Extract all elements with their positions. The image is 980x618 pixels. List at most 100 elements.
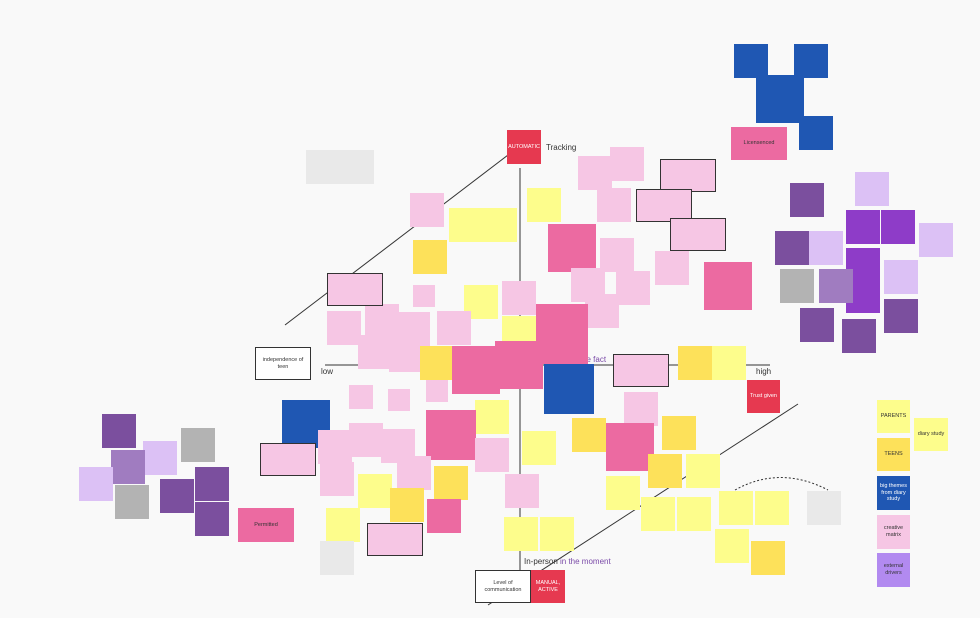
sticky-note: [449, 208, 483, 242]
sticky-note: [358, 335, 392, 369]
sticky-note: [181, 428, 215, 462]
sticky-note: [677, 497, 711, 531]
sticky-note: [751, 541, 785, 575]
sticky-note: [660, 159, 716, 192]
legend-note: big themes from diary study: [877, 476, 910, 510]
sticky-note: [505, 474, 539, 508]
sticky-note: [600, 238, 634, 272]
sticky-note: [320, 541, 354, 575]
sticky-note: [483, 208, 517, 242]
sticky-note: [327, 273, 383, 306]
label-box: independence of teen: [255, 347, 311, 380]
sticky-note: [842, 319, 876, 353]
sticky-note: [794, 44, 828, 78]
sticky-note: [522, 431, 556, 465]
sticky-note: [884, 260, 918, 294]
sticky-note: [807, 491, 841, 525]
sticky-note: [102, 414, 136, 448]
sticky-note: [597, 188, 631, 222]
sticky-note: [734, 44, 768, 78]
axis-label: in the moment: [560, 557, 611, 566]
legend-note: PARENTS: [877, 400, 910, 433]
sticky-note: [719, 491, 753, 525]
sticky-note: [641, 497, 675, 531]
sticky-note: [367, 523, 423, 556]
sticky-note: [306, 150, 340, 184]
sticky-note: [572, 418, 606, 452]
sticky-note: [195, 467, 229, 501]
sticky-note: [318, 430, 352, 464]
sticky-note: [527, 188, 561, 222]
sticky-note: [780, 269, 814, 303]
legend-note: creative matrix: [877, 515, 910, 549]
sticky-note: [799, 116, 833, 150]
sticky-note: [426, 380, 448, 402]
sticky-note: [715, 529, 749, 563]
sticky-note: [326, 508, 360, 542]
sticky-note: [670, 218, 726, 251]
sticky-note: [884, 299, 918, 333]
axis-label: In-person: [524, 557, 558, 566]
sticky-note: [536, 304, 588, 364]
sticky-note: [775, 231, 809, 265]
sticky-note: [452, 346, 500, 394]
sticky-note: [160, 479, 194, 513]
sticky-note: [548, 224, 596, 272]
sticky-note: [613, 354, 669, 387]
sticky-note: [365, 304, 399, 338]
sticky-note: [919, 223, 953, 257]
sticky-note: [686, 454, 720, 488]
sticky-note: [349, 423, 383, 457]
sticky-note: [624, 392, 658, 426]
sticky-note: [502, 281, 536, 315]
axis-label: Tracking: [546, 143, 577, 152]
legend-note: TEENS: [877, 438, 910, 471]
sticky-note: [636, 189, 692, 222]
sticky-note: [790, 183, 824, 217]
sticky-note: [410, 193, 444, 227]
legend-note: diary study: [914, 418, 948, 451]
sticky-note: [79, 467, 113, 501]
sticky-note: [540, 517, 574, 551]
sticky-note: [475, 438, 509, 472]
sticky-note: [413, 285, 435, 307]
sticky-note: [846, 210, 880, 244]
sticky-note: [427, 499, 461, 533]
sticky-note: [390, 488, 424, 522]
sticky-note: [504, 517, 538, 551]
sticky-note: AUTOMATIC: [507, 130, 541, 164]
label-box: Level of communication: [475, 570, 531, 603]
sticky-note: [585, 294, 619, 328]
sticky-note: [662, 416, 696, 450]
sticky-note: [855, 172, 889, 206]
sticky-note: [358, 474, 392, 508]
sticky-note: [111, 450, 145, 484]
sticky-note: [389, 338, 423, 372]
sticky-note: [388, 389, 410, 411]
sticky-note: [434, 466, 468, 500]
sticky-note: [809, 231, 843, 265]
sticky-note: [320, 462, 354, 496]
sticky-note: [881, 210, 915, 244]
sticky-note: [260, 443, 316, 476]
sticky-note: [610, 147, 644, 181]
sticky-note: [349, 385, 373, 409]
sticky-note: Trust given: [747, 380, 780, 413]
sticky-note: [115, 485, 149, 519]
sticky-note: [578, 156, 612, 190]
sticky-note: [606, 476, 640, 510]
sticky-note: Licensenced: [731, 127, 787, 160]
sticky-note: [655, 251, 689, 285]
sticky-note: [426, 410, 476, 460]
sticky-note: [195, 502, 229, 536]
sticky-note: [420, 346, 454, 380]
sticky-note: [616, 271, 650, 305]
sticky-note: [475, 400, 509, 434]
sticky-note: [712, 346, 746, 380]
sticky-note: [397, 456, 431, 490]
sticky-note: [340, 150, 374, 184]
sticky-note: [819, 269, 853, 303]
sticky-note: [495, 341, 543, 389]
sticky-note: Permitted: [238, 508, 294, 542]
